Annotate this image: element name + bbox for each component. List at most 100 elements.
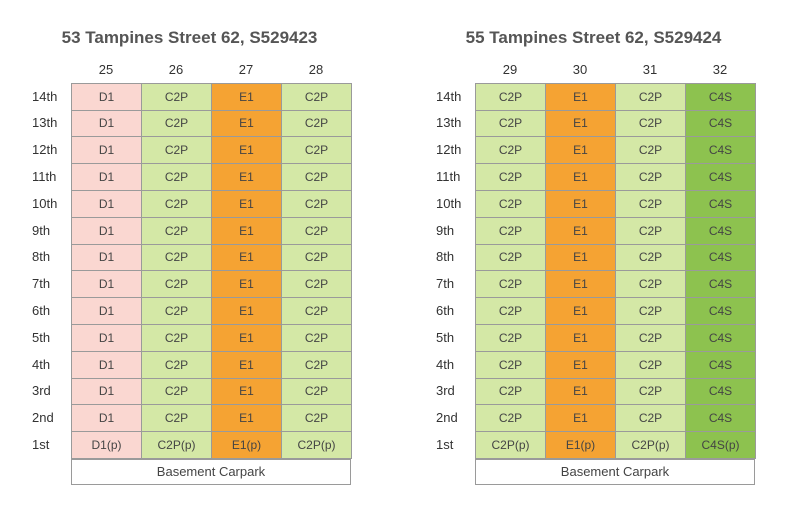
unit-cell: C4S: [685, 136, 756, 165]
column-header: 30: [572, 61, 588, 77]
basement-spacer: [28, 458, 71, 485]
column-header: 26: [168, 61, 184, 77]
unit-cell: E1: [545, 404, 616, 433]
unit-cell: C4S: [685, 270, 756, 299]
unit-cell: C2P: [615, 109, 686, 138]
unit-cell: C4S: [685, 163, 756, 191]
unit-cell: E1: [545, 350, 616, 379]
basement-carpark: Basement Carpark: [475, 458, 755, 485]
floor-label: 10th: [32, 195, 58, 211]
floor-label: 11th: [436, 169, 461, 185]
unit-cell: E1: [211, 350, 282, 379]
unit-cell: C2P: [141, 109, 212, 138]
unit-cell: D1: [71, 136, 142, 165]
unit-cell: C2P: [615, 216, 686, 245]
unit-cell: D1: [71, 377, 142, 406]
unit-cell: E1: [211, 243, 282, 272]
floor-label: 14th: [436, 88, 462, 104]
floor-label: 2nd: [32, 410, 54, 426]
unit-cell: C2P: [475, 350, 546, 379]
unit-cell: E1: [545, 377, 616, 406]
unit-cell: C2P: [475, 216, 546, 245]
column-header: 27: [238, 61, 254, 77]
unit-grid: 29 30 31 32 14th C2P E1 C2P C4S 13th C2P E1 C2P C4S 12…: [432, 56, 756, 485]
unit-cell: C2P: [475, 323, 546, 352]
unit-cell: C2P: [281, 109, 352, 138]
unit-cell: D1: [71, 270, 142, 299]
unit-cell: E1: [211, 377, 282, 406]
floor-label: 5th: [436, 329, 455, 345]
unit-cell: C2P: [475, 243, 546, 272]
unit-cell: C4S: [685, 297, 756, 325]
unit-cell: E1: [211, 82, 282, 111]
unit-cell: C2P: [475, 136, 546, 165]
unit-cell: C2P: [615, 270, 686, 299]
column-header: 25: [98, 61, 114, 77]
unit-cell: C2P: [475, 82, 546, 111]
unit-cell: C2P: [475, 377, 546, 406]
unit-cell: C2P: [141, 216, 212, 245]
floor-label: 12th: [32, 142, 58, 158]
unit-cell: C2P: [475, 270, 546, 299]
floor-label: 5th: [32, 329, 51, 345]
unit-cell: C2P: [281, 216, 352, 245]
unit-cell: E1: [211, 163, 282, 191]
floor-label: 8th: [436, 249, 455, 265]
unit-cell: E1: [211, 270, 282, 299]
unit-cell: E1: [545, 270, 616, 299]
unit-cell: C4S: [685, 323, 756, 352]
unit-cell: E1: [545, 216, 616, 245]
unit-cell: C2P: [281, 377, 352, 406]
floor-label: 3rd: [436, 383, 455, 399]
floor-label: 12th: [436, 142, 462, 158]
unit-cell: C2P(p): [281, 431, 352, 459]
column-header: 29: [502, 61, 518, 77]
unit-cell: D1(p): [71, 431, 142, 459]
unit-cell: C2P: [475, 163, 546, 191]
unit-cell: C2P: [281, 189, 352, 218]
unit-cell: C2P: [141, 243, 212, 272]
floor-label: 11th: [32, 169, 57, 185]
unit-cell: E1: [545, 323, 616, 352]
unit-cell: C4S: [685, 109, 756, 138]
floor-label: 1st: [436, 437, 454, 453]
unit-cell: C2P: [475, 297, 546, 325]
unit-cell: C2P(p): [141, 431, 212, 459]
unit-cell: E1: [545, 82, 616, 111]
unit-cell: E1: [545, 109, 616, 138]
block-title: 55 Tampines Street 62, S529424: [465, 28, 722, 47]
unit-cell: D1: [71, 243, 142, 272]
basement-spacer: [432, 458, 475, 485]
floor-label: 14th: [32, 88, 58, 104]
unit-cell: C4S: [685, 189, 756, 218]
unit-cell: C2P: [615, 136, 686, 165]
floor-label: 8th: [32, 249, 51, 265]
floor-label: 3rd: [32, 383, 51, 399]
unit-cell: C4S: [685, 350, 756, 379]
floor-label: 7th: [436, 276, 455, 292]
unit-cell: C2P: [141, 189, 212, 218]
floor-label: 7th: [32, 276, 51, 292]
floor-label: 6th: [436, 303, 455, 319]
unit-cell: C2P: [615, 243, 686, 272]
unit-cell: E1: [545, 136, 616, 165]
unit-cell: C4S: [685, 216, 756, 245]
unit-cell: E1: [211, 136, 282, 165]
floor-label: 9th: [436, 222, 455, 238]
unit-cell: C2P(p): [615, 431, 686, 459]
unit-cell: D1: [71, 82, 142, 111]
floor-label: 2nd: [436, 410, 458, 426]
unit-cell: E1: [211, 189, 282, 218]
unit-cell: E1: [545, 243, 616, 272]
unit-cell: D1: [71, 297, 142, 325]
unit-cell: C2P: [281, 323, 352, 352]
unit-cell: D1: [71, 109, 142, 138]
unit-cell: C2P: [615, 377, 686, 406]
unit-cell: C2P(p): [475, 431, 546, 459]
unit-cell: C2P: [615, 350, 686, 379]
column-header: 28: [308, 61, 324, 77]
unit-cell: C2P: [281, 82, 352, 111]
floor-label: 13th: [436, 115, 462, 131]
unit-cell: C2P: [615, 163, 686, 191]
unit-cell: C2P: [281, 270, 352, 299]
